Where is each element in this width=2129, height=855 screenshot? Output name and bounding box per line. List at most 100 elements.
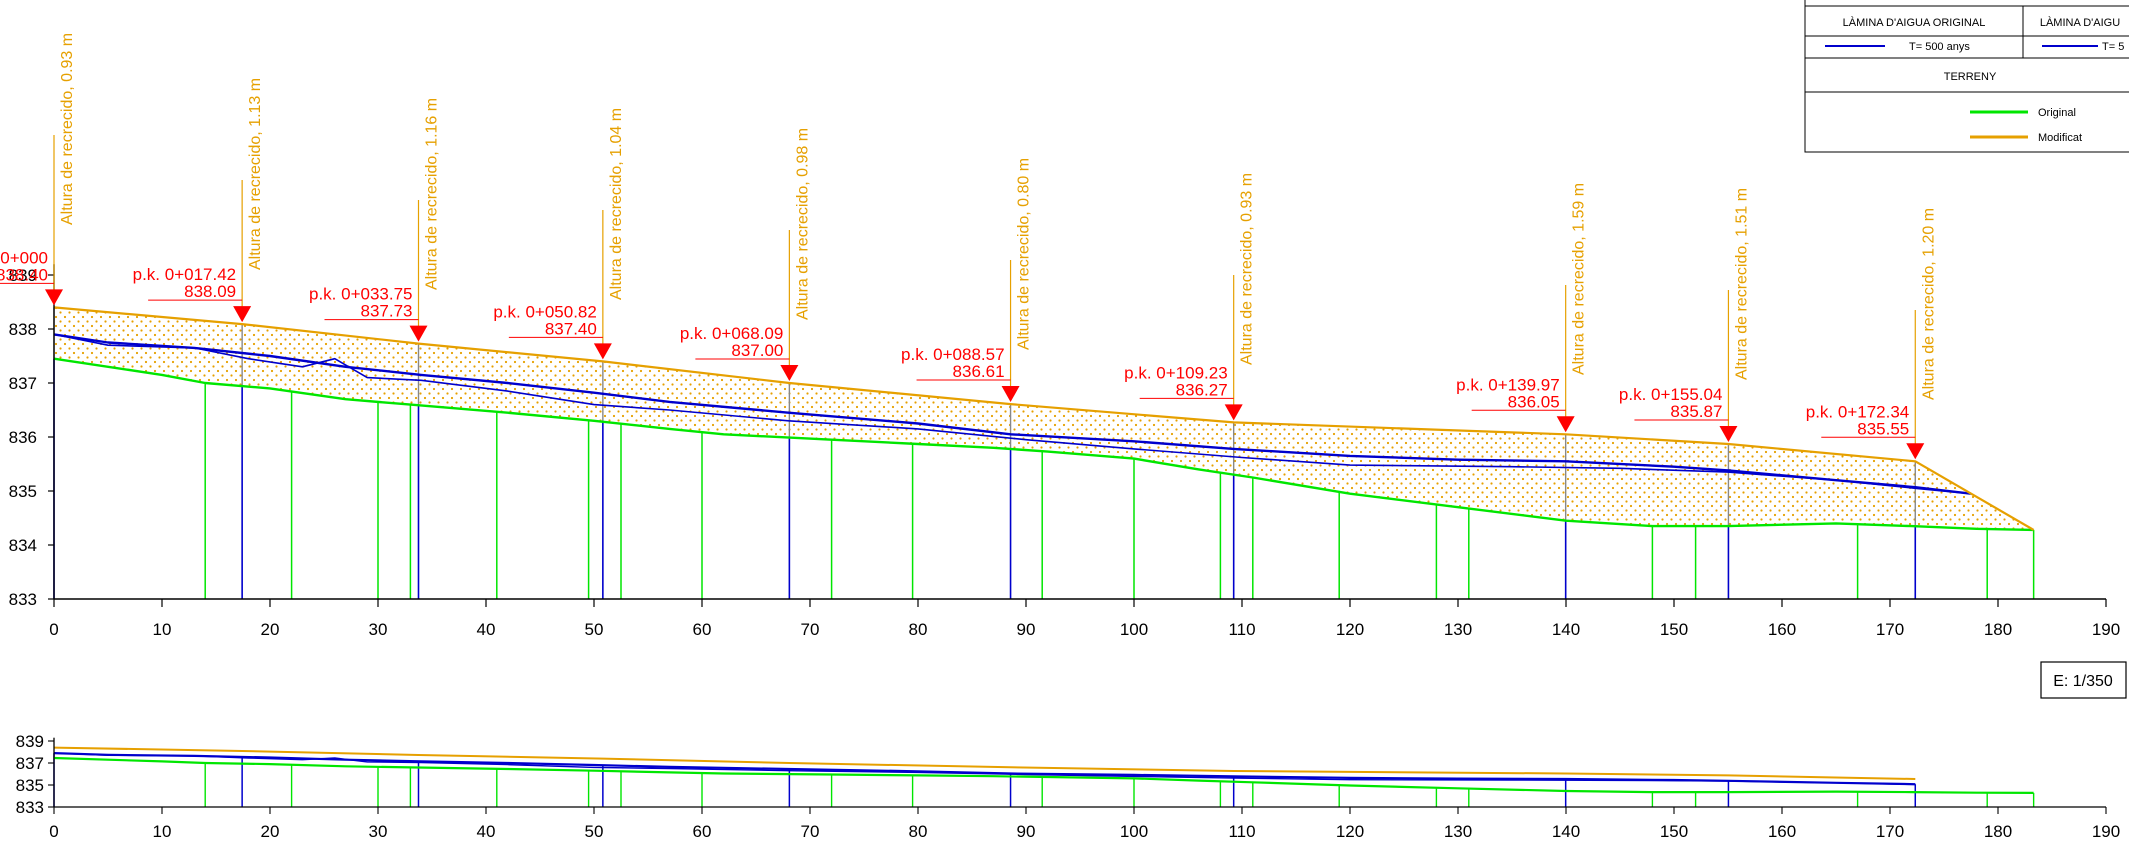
legend-modified-label: Modificat bbox=[2038, 132, 2082, 144]
recrecido-label: Altura de recrecido, 1.13 m bbox=[247, 78, 264, 270]
overview-x-tick-label: 150 bbox=[1660, 822, 1688, 841]
station-marker bbox=[1719, 426, 1738, 443]
overview-x-tick-label: 0 bbox=[49, 822, 58, 841]
overview-x-tick-label: 180 bbox=[1984, 822, 2012, 841]
x-tick-label: 100 bbox=[1120, 620, 1148, 639]
x-tick-label: 40 bbox=[477, 620, 496, 639]
overview-x-tick-label: 70 bbox=[801, 822, 820, 841]
overview-x-tick-label: 120 bbox=[1336, 822, 1364, 841]
station-marker bbox=[1001, 386, 1020, 403]
x-tick-label: 110 bbox=[1228, 620, 1255, 639]
scale-box: E: 1/350 bbox=[2040, 661, 2127, 699]
overview-t500-line bbox=[53, 752, 1916, 786]
recrecido-label: Altura de recrecido, 0.80 m bbox=[1016, 158, 1033, 350]
recrecido-label: Altura de recrecido, 0.93 m bbox=[1239, 173, 1256, 365]
recrecido-label: Altura de recrecido, 1.20 m bbox=[1920, 208, 1937, 400]
overview-x-tick-label: 10 bbox=[153, 822, 172, 841]
pk-label: p.k. 0+000 bbox=[0, 248, 48, 267]
overview-x-tick-label: 20 bbox=[261, 822, 280, 841]
overview-x-tick-label: 110 bbox=[1228, 822, 1255, 841]
legend-col2-entry: T= 5 bbox=[2102, 41, 2124, 53]
overview-lines bbox=[53, 746, 2034, 795]
y-tick-label: 833 bbox=[9, 590, 37, 609]
recrecido-label: Altura de recrecido, 0.98 m bbox=[794, 128, 811, 320]
hatch-fill bbox=[54, 307, 2034, 530]
x-tick-label: 90 bbox=[1017, 620, 1036, 639]
legend-col1-entry: T= 500 anys bbox=[1909, 41, 1970, 53]
pk-label: p.k. 0+155.04 bbox=[1619, 385, 1723, 404]
overview-x-tick-label: 130 bbox=[1444, 822, 1472, 841]
station-marker bbox=[45, 289, 63, 306]
x-tick-label: 10 bbox=[153, 620, 172, 639]
elevation-label: 836.27 bbox=[1176, 380, 1228, 399]
overview-x-tick-label: 100 bbox=[1120, 822, 1148, 841]
profile-lines bbox=[53, 306, 2035, 532]
overview-x-tick-label: 40 bbox=[477, 822, 496, 841]
pk-label: p.k. 0+050.82 bbox=[493, 302, 597, 321]
x-tick-label: 160 bbox=[1768, 620, 1796, 639]
overview-x-tick-label: 90 bbox=[1017, 822, 1036, 841]
x-tick-label: 130 bbox=[1444, 620, 1472, 639]
x-tick-label: 60 bbox=[693, 620, 712, 639]
pk-label: p.k. 0+017.42 bbox=[133, 265, 237, 284]
elevation-label: 837.73 bbox=[361, 302, 413, 321]
legend-terrain-title: TERRENY bbox=[1944, 71, 1997, 83]
elevation-label: 836.05 bbox=[1508, 392, 1560, 411]
station-marker bbox=[233, 306, 252, 323]
elevation-label: 838.40 bbox=[0, 265, 48, 284]
y-tick-label: 835 bbox=[9, 482, 37, 501]
x-tick-label: 50 bbox=[585, 620, 604, 639]
station-marker bbox=[409, 325, 428, 342]
overview-original-line bbox=[53, 756, 2034, 795]
overview-axes: 0 10 20 30 40 50 60 70 80 90 100 110 120 130 140 150 160… bbox=[16, 732, 2121, 841]
x-tick-label: 80 bbox=[909, 620, 928, 639]
station-marker bbox=[1556, 416, 1575, 433]
original-terrain-line bbox=[53, 357, 2034, 532]
station-marker bbox=[593, 343, 612, 360]
legend-original-label: Original bbox=[2038, 107, 2076, 119]
overview-x-tick-label: 60 bbox=[693, 822, 712, 841]
pk-label: p.k. 0+068.09 bbox=[680, 324, 784, 343]
water-sheet-t5-line bbox=[53, 333, 1972, 495]
elevation-label: 837.40 bbox=[545, 319, 597, 338]
station-marker bbox=[1906, 443, 1925, 460]
y-tick-label: 837 bbox=[9, 374, 37, 393]
x-tick-label: 170 bbox=[1876, 620, 1904, 639]
elevation-label: 835.87 bbox=[1670, 402, 1722, 421]
x-tick-label: 140 bbox=[1552, 620, 1580, 639]
x-tick-label: 0 bbox=[49, 620, 58, 639]
recrecido-label: Altura de recrecido, 1.04 m bbox=[608, 108, 625, 300]
elevation-label: 835.55 bbox=[1857, 419, 1909, 438]
overview-x-tick-label: 30 bbox=[369, 822, 388, 841]
recrecido-label: Altura de recrecido, 1.59 m bbox=[1571, 183, 1588, 375]
x-tick-label: 20 bbox=[261, 620, 280, 639]
water-sheet-t500-line bbox=[53, 333, 1972, 495]
fill-hatch-area bbox=[54, 307, 2034, 530]
elevation-label: 837.00 bbox=[731, 341, 783, 360]
y-tick-label: 838 bbox=[9, 320, 37, 339]
x-tick-label: 180 bbox=[1984, 620, 2012, 639]
legend-box: LÀMINA D'AIGUA ORIGINAL T= 500 anys LÀMI… bbox=[1804, 0, 2129, 153]
scale-label: E: 1/350 bbox=[2053, 673, 2113, 690]
recrecido-label: Altura de recrecido, 1.16 m bbox=[424, 98, 441, 290]
overview-t5-line bbox=[53, 752, 1916, 786]
overview-y-tick-label: 837 bbox=[16, 754, 44, 773]
station-marker bbox=[1224, 404, 1243, 421]
modified-terrain-line bbox=[53, 306, 2035, 531]
overview-modified-line bbox=[53, 746, 1916, 780]
x-tick-label: 120 bbox=[1336, 620, 1364, 639]
y-tick-label: 839 bbox=[9, 266, 37, 285]
pk-label: p.k. 0+033.75 bbox=[309, 285, 413, 304]
legend-col1-title: LÀMINA D'AIGUA ORIGINAL bbox=[1843, 16, 1986, 29]
overview-y-tick-label: 839 bbox=[16, 732, 44, 751]
x-tick-label: 190 bbox=[2092, 620, 2120, 639]
recrecido-label: Altura de recrecido, 0.93 m bbox=[59, 33, 76, 225]
overview-y-tick-label: 833 bbox=[16, 798, 44, 817]
x-tick-label: 30 bbox=[369, 620, 388, 639]
elevation-label: 838.09 bbox=[184, 282, 236, 301]
y-tick-label: 834 bbox=[9, 536, 37, 555]
overview-x-tick-label: 50 bbox=[585, 822, 604, 841]
station-verticals bbox=[53, 307, 2035, 599]
overview-x-tick-label: 170 bbox=[1876, 822, 1904, 841]
